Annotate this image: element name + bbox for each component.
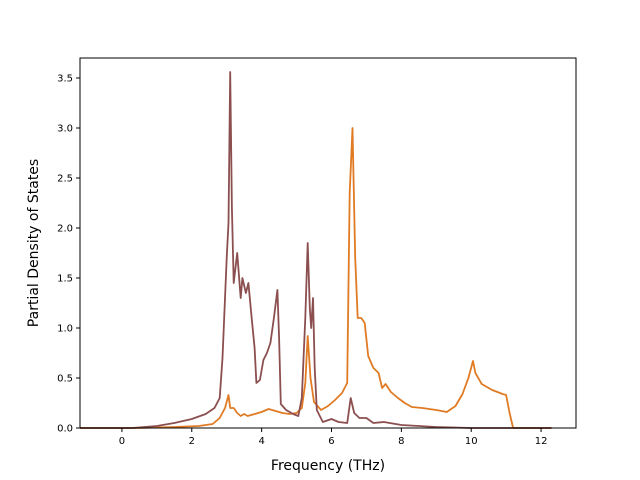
x-tick-label: 6 [328, 436, 334, 447]
x-tick-label: 12 [535, 436, 548, 447]
series-line-2 [80, 71, 552, 429]
x-tick-label: 2 [189, 436, 195, 447]
x-axis-label: Frequency (THz) [271, 458, 385, 474]
series-line-1 [80, 127, 552, 429]
axes-frame [79, 57, 577, 429]
y-tick-label: 0.5 [57, 374, 73, 385]
x-tick-label: 8 [398, 436, 404, 447]
y-tick-label: 1.5 [57, 274, 73, 285]
y-axis-label: Partial Density of States [26, 159, 42, 327]
x-axis-ticks: 0 2 4 6 8 10 12 [119, 428, 548, 447]
y-axis-ticks: 0.0 0.5 1.0 1.5 2.0 2.5 3.0 3.5 [57, 74, 80, 435]
y-tick-label: 3.5 [57, 74, 73, 85]
y-tick-label: 0.0 [57, 424, 73, 435]
y-tick-label: 3.0 [57, 124, 73, 135]
x-tick-label: 4 [258, 436, 264, 447]
x-tick-label: 10 [465, 436, 478, 447]
plot-area [79, 57, 577, 429]
y-tick-label: 1.0 [57, 324, 73, 335]
x-tick-label: 0 [119, 436, 125, 447]
y-tick-label: 2.5 [57, 174, 73, 185]
y-tick-label: 2.0 [57, 224, 73, 235]
series-group [80, 71, 552, 429]
